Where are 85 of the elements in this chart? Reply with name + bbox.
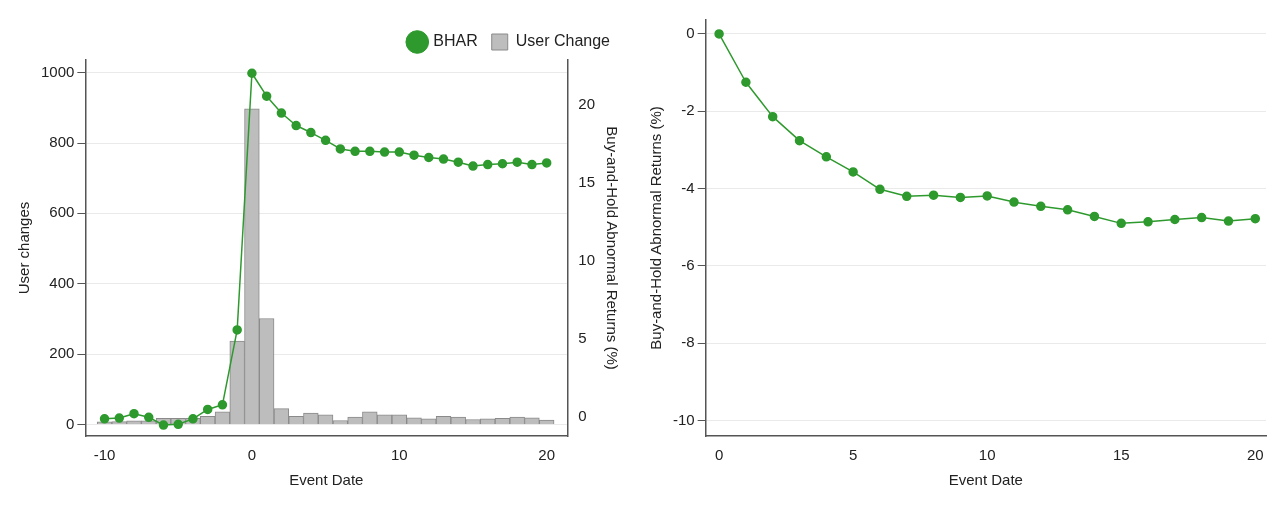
- point: [982, 191, 992, 201]
- point: [1089, 211, 1100, 222]
- point: [714, 29, 724, 39]
- point: [928, 190, 939, 200]
- y2-axis-title: Buy-and-Hold Abnormal Returns (%): [603, 126, 621, 370]
- point: [379, 147, 390, 157]
- point: [794, 135, 805, 146]
- y-tick-label: -10: [672, 410, 695, 428]
- y-tick-label: 600: [49, 203, 75, 221]
- y-tick-label: 0: [66, 414, 75, 432]
- x-tick-label: 5: [848, 446, 858, 464]
- point: [99, 414, 110, 424]
- point: [1250, 213, 1261, 224]
- point: [512, 157, 522, 167]
- y2-tick-label: 10: [578, 251, 595, 269]
- point: [114, 413, 125, 423]
- y-tick-label: 0: [686, 24, 695, 42]
- x-tick-label: 10: [390, 446, 408, 464]
- x-tick-label: -10: [93, 446, 116, 464]
- point: [482, 159, 493, 170]
- point: [902, 191, 912, 202]
- x-tick-label: 20: [538, 446, 556, 464]
- x-tick-label: 20: [1246, 446, 1264, 464]
- point: [276, 108, 287, 118]
- point: [1009, 197, 1019, 207]
- y-axis-title: Buy-and-Hold Abnormal Returns (%): [647, 106, 665, 350]
- point: [232, 325, 242, 335]
- point: [129, 408, 139, 419]
- y2-tick-label: 5: [578, 329, 587, 347]
- point: [247, 68, 257, 79]
- point: [1170, 214, 1180, 225]
- point: [955, 192, 966, 203]
- point: [350, 146, 360, 157]
- point: [497, 159, 508, 169]
- point: [438, 154, 449, 164]
- y2-tick-label: 0: [578, 407, 587, 425]
- point: [468, 161, 478, 171]
- point: [335, 144, 346, 154]
- point: [1196, 212, 1207, 223]
- y-tick-label: 1000: [40, 62, 75, 80]
- point: [424, 152, 434, 163]
- x-tick-label: 0: [714, 446, 724, 464]
- point: [741, 77, 751, 87]
- point: [1223, 216, 1234, 226]
- point: [453, 157, 463, 167]
- point: [158, 420, 169, 430]
- point: [291, 120, 301, 131]
- legend-label: BHAR: [433, 32, 478, 50]
- y-tick-label: 800: [49, 133, 75, 151]
- point: [188, 414, 198, 424]
- point: [541, 158, 552, 168]
- x-tick-label: 0: [247, 446, 257, 464]
- y-tick-label: -6: [681, 256, 695, 274]
- point: [821, 152, 832, 162]
- y-tick-label: -2: [681, 101, 695, 119]
- point: [848, 167, 858, 177]
- y-tick-label: -4: [681, 178, 695, 196]
- point: [320, 135, 331, 146]
- point: [409, 150, 419, 160]
- legend-label: User Change: [515, 32, 611, 50]
- point: [767, 111, 778, 122]
- x-axis-title: Event Date: [289, 471, 364, 489]
- point: [1116, 218, 1126, 229]
- point: [306, 127, 316, 138]
- y2-tick-label: 20: [578, 95, 595, 113]
- y-axis-title: User changes: [15, 201, 33, 295]
- point: [1062, 205, 1073, 215]
- point: [1036, 201, 1046, 212]
- y-tick-label: 400: [49, 273, 75, 291]
- point: [261, 91, 272, 101]
- point: [365, 146, 375, 157]
- point: [527, 159, 537, 170]
- point: [1143, 217, 1153, 227]
- y-tick-label: -8: [681, 333, 695, 351]
- point: [202, 404, 213, 415]
- point: [217, 400, 228, 410]
- point: [875, 184, 885, 195]
- point: [143, 412, 154, 423]
- point: [394, 147, 405, 157]
- x-tick-label: 10: [978, 446, 996, 464]
- y-tick-label: 200: [49, 344, 75, 362]
- x-axis-title: Event Date: [948, 471, 1023, 489]
- x-tick-label: 15: [1112, 446, 1130, 464]
- point: [173, 419, 183, 430]
- y2-tick-label: 15: [578, 173, 595, 191]
